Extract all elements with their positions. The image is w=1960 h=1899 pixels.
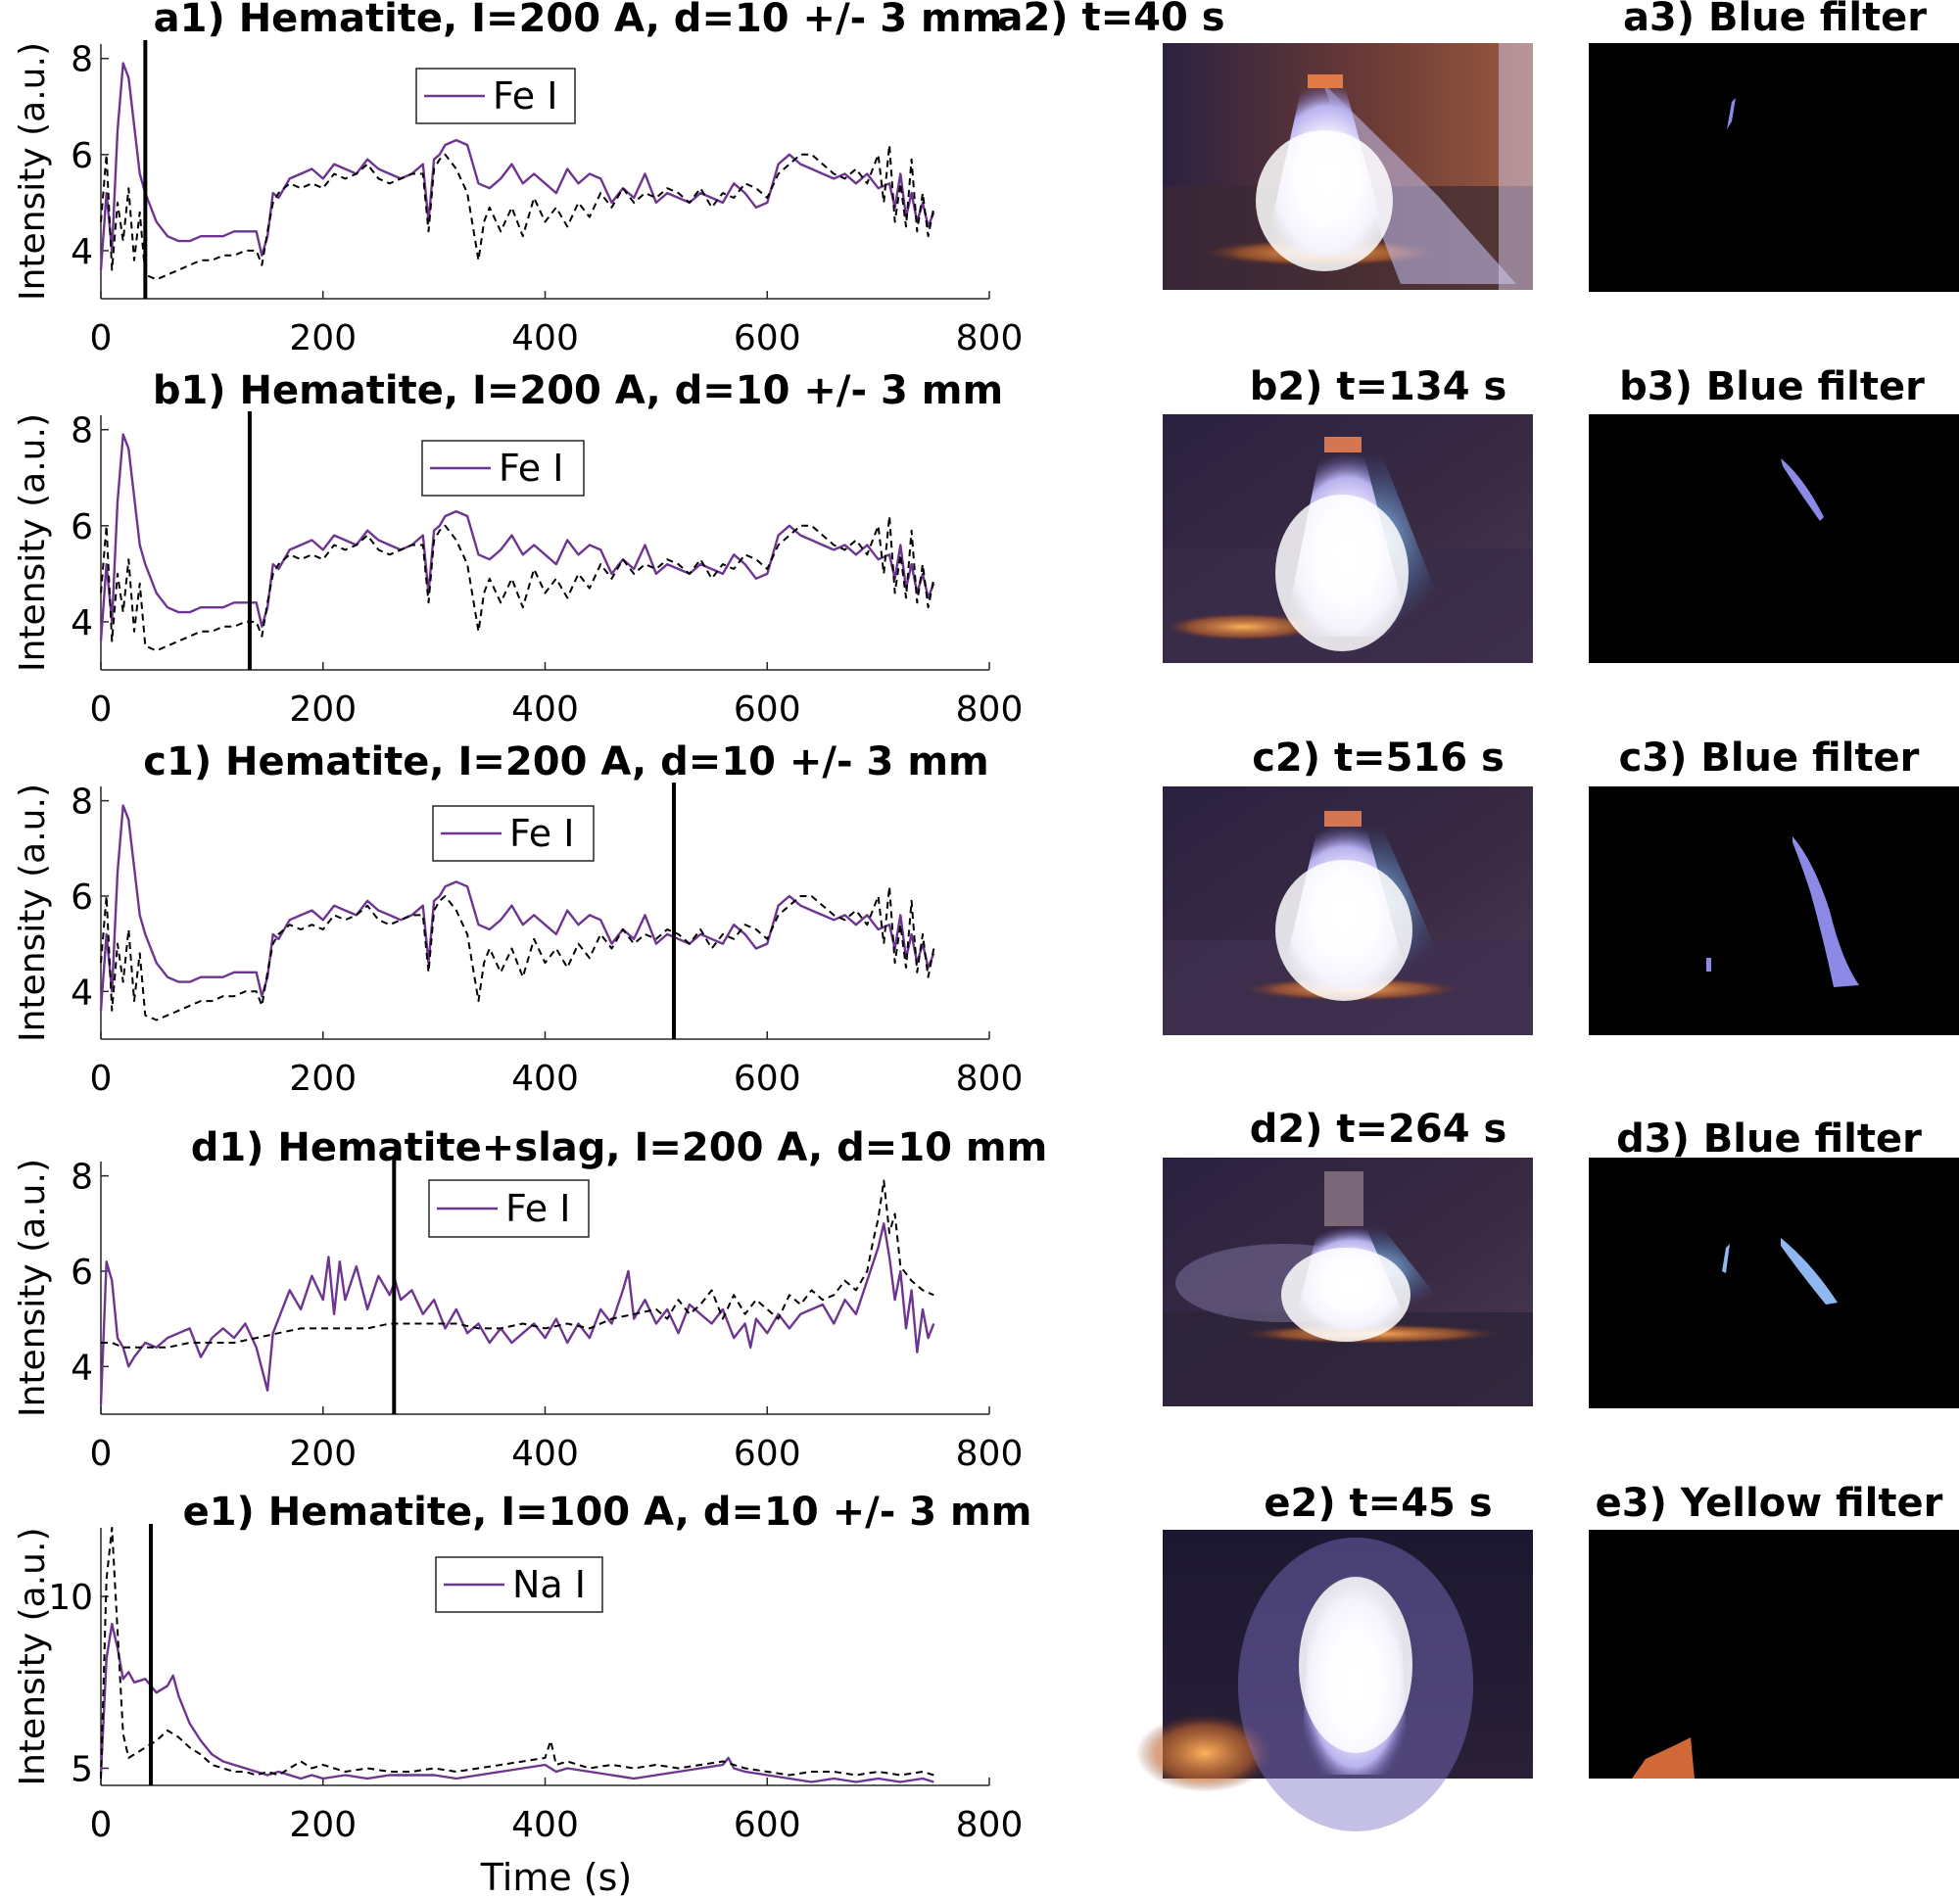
photo-d3: d3) Blue filter [1589, 1116, 1959, 1408]
x-axis-label: Time (s) [480, 1856, 633, 1899]
y-tick-label: 6 [71, 136, 93, 176]
x-tick-label: 0 [90, 1434, 113, 1474]
y-tick-label: 10 [48, 1578, 93, 1618]
photo-a3: a3) Blue filter [1589, 0, 1959, 292]
y-axis-label: Intensity (a.u.) [13, 1159, 53, 1417]
series-emission-line [99, 433, 935, 641]
x-tick-label: 800 [956, 1805, 1024, 1845]
series-emission-line [99, 1222, 935, 1405]
photo-e3: e3) Yellow filter [1589, 1481, 1959, 1779]
y-tick-label: 4 [71, 232, 93, 272]
x-tick-label: 600 [734, 689, 801, 730]
x-tick-label: 200 [289, 1059, 357, 1099]
chart-title: d1) Hematite+slag, I=200 A, d=10 mm [191, 1125, 1048, 1170]
y-tick-label: 4 [71, 1348, 93, 1388]
chart-a1: 0 200 400 600 800 4 6 8 Intensity (a.u.) a1) Hema… [13, 0, 1023, 358]
photo-a2: a2) t=40 s [996, 0, 1533, 290]
y-axis-label: Intensity (a.u.) [13, 42, 53, 301]
y-axis-label: Intensity (a.u.) [13, 1528, 53, 1786]
photo-d2: d2) t=264 s [1163, 1107, 1533, 1406]
y-tick-label: 4 [71, 603, 93, 643]
photo-title-e2: e2) t=45 s [1264, 1481, 1492, 1526]
y-tick-label: 5 [71, 1749, 93, 1789]
y-tick-label: 6 [71, 878, 93, 918]
chart-b1: 0 200 400 600 800 4 6 8 Intensity (a.u.) b1) Hema… [13, 368, 1023, 730]
x-tick-label: 200 [289, 689, 357, 730]
x-tick-label: 400 [511, 1059, 579, 1099]
legend-label: Fe I [493, 74, 557, 118]
photo-title-b2: b2) t=134 s [1250, 364, 1507, 409]
series-emission-line [99, 1622, 934, 1783]
photo-title-d3: d3) Blue filter [1616, 1116, 1922, 1162]
chart-title: a1) Hematite, I=200 A, d=10 +/- 3 mm [154, 0, 1003, 41]
photo-title-e3: e3) Yellow filter [1596, 1481, 1943, 1526]
photo-title-c2: c2) t=516 s [1252, 736, 1505, 781]
x-tick-label: 600 [734, 318, 801, 358]
legend-label: Fe I [505, 1187, 570, 1230]
chart-c1: 0 200 400 600 800 4 6 8 Intensity (a.u.) c1) Hema… [13, 739, 1023, 1099]
series-emission-line [99, 62, 935, 270]
photo-c3: c3) Blue filter [1589, 736, 1959, 1035]
y-tick-label: 4 [71, 973, 93, 1013]
series-reference-line [100, 515, 935, 652]
x-tick-label: 600 [734, 1434, 801, 1474]
photo-title-a3: a3) Blue filter [1623, 0, 1927, 40]
photo-title-a2: a2) t=40 s [996, 0, 1224, 40]
x-tick-label: 200 [289, 1434, 357, 1474]
photo-title-b3: b3) Blue filter [1619, 364, 1925, 409]
chart-title: b1) Hematite, I=200 A, d=10 +/- 3 mm [153, 368, 1003, 413]
photo-c2: c2) t=516 s [1163, 736, 1533, 1035]
x-tick-label: 400 [511, 1434, 579, 1474]
y-axis-label: Intensity (a.u.) [13, 413, 53, 672]
chart-d1: 0 200 400 600 800 4 6 8 Intensity (a.u.) d1) Hema… [13, 1125, 1047, 1474]
x-tick-label: 800 [956, 318, 1024, 358]
x-tick-label: 600 [734, 1805, 801, 1845]
legend-label: Fe I [509, 812, 574, 855]
photo-title-d2: d2) t=264 s [1250, 1107, 1507, 1152]
chart-title: e1) Hematite, I=100 A, d=10 +/- 3 mm [183, 1490, 1032, 1535]
x-tick-label: 200 [289, 318, 357, 358]
x-tick-label: 200 [289, 1805, 357, 1845]
x-tick-label: 800 [956, 1434, 1024, 1474]
legend-label: Fe I [499, 447, 563, 490]
x-tick-label: 0 [90, 1059, 113, 1099]
x-tick-label: 800 [956, 689, 1024, 730]
y-axis-label: Intensity (a.u.) [13, 783, 53, 1042]
x-tick-label: 0 [90, 1805, 113, 1845]
y-tick-label: 8 [71, 1158, 93, 1198]
x-tick-label: 400 [511, 689, 579, 730]
y-tick-label: 8 [71, 411, 93, 451]
photo-b3: b3) Blue filter [1589, 364, 1959, 663]
x-tick-label: 0 [90, 318, 113, 358]
x-tick-label: 800 [956, 1059, 1024, 1099]
series-emission-line [99, 804, 935, 1011]
legend-label: Na I [512, 1563, 586, 1606]
chart-title: c1) Hematite, I=200 A, d=10 +/- 3 mm [143, 739, 988, 784]
photo-e2: e2) t=45 s [1136, 1481, 1533, 1831]
photo-title-c3: c3) Blue filter [1619, 736, 1920, 781]
y-tick-label: 6 [71, 507, 93, 547]
x-tick-label: 0 [90, 689, 113, 730]
y-tick-label: 8 [71, 40, 93, 80]
x-tick-label: 400 [511, 1805, 579, 1845]
photo-b2: b2) t=134 s [1163, 364, 1533, 663]
x-tick-label: 400 [511, 318, 579, 358]
y-tick-label: 8 [71, 783, 93, 823]
series-reference-line [100, 144, 935, 281]
series-reference-line [100, 885, 935, 1021]
x-tick-label: 600 [734, 1059, 801, 1099]
y-tick-label: 6 [71, 1253, 93, 1293]
